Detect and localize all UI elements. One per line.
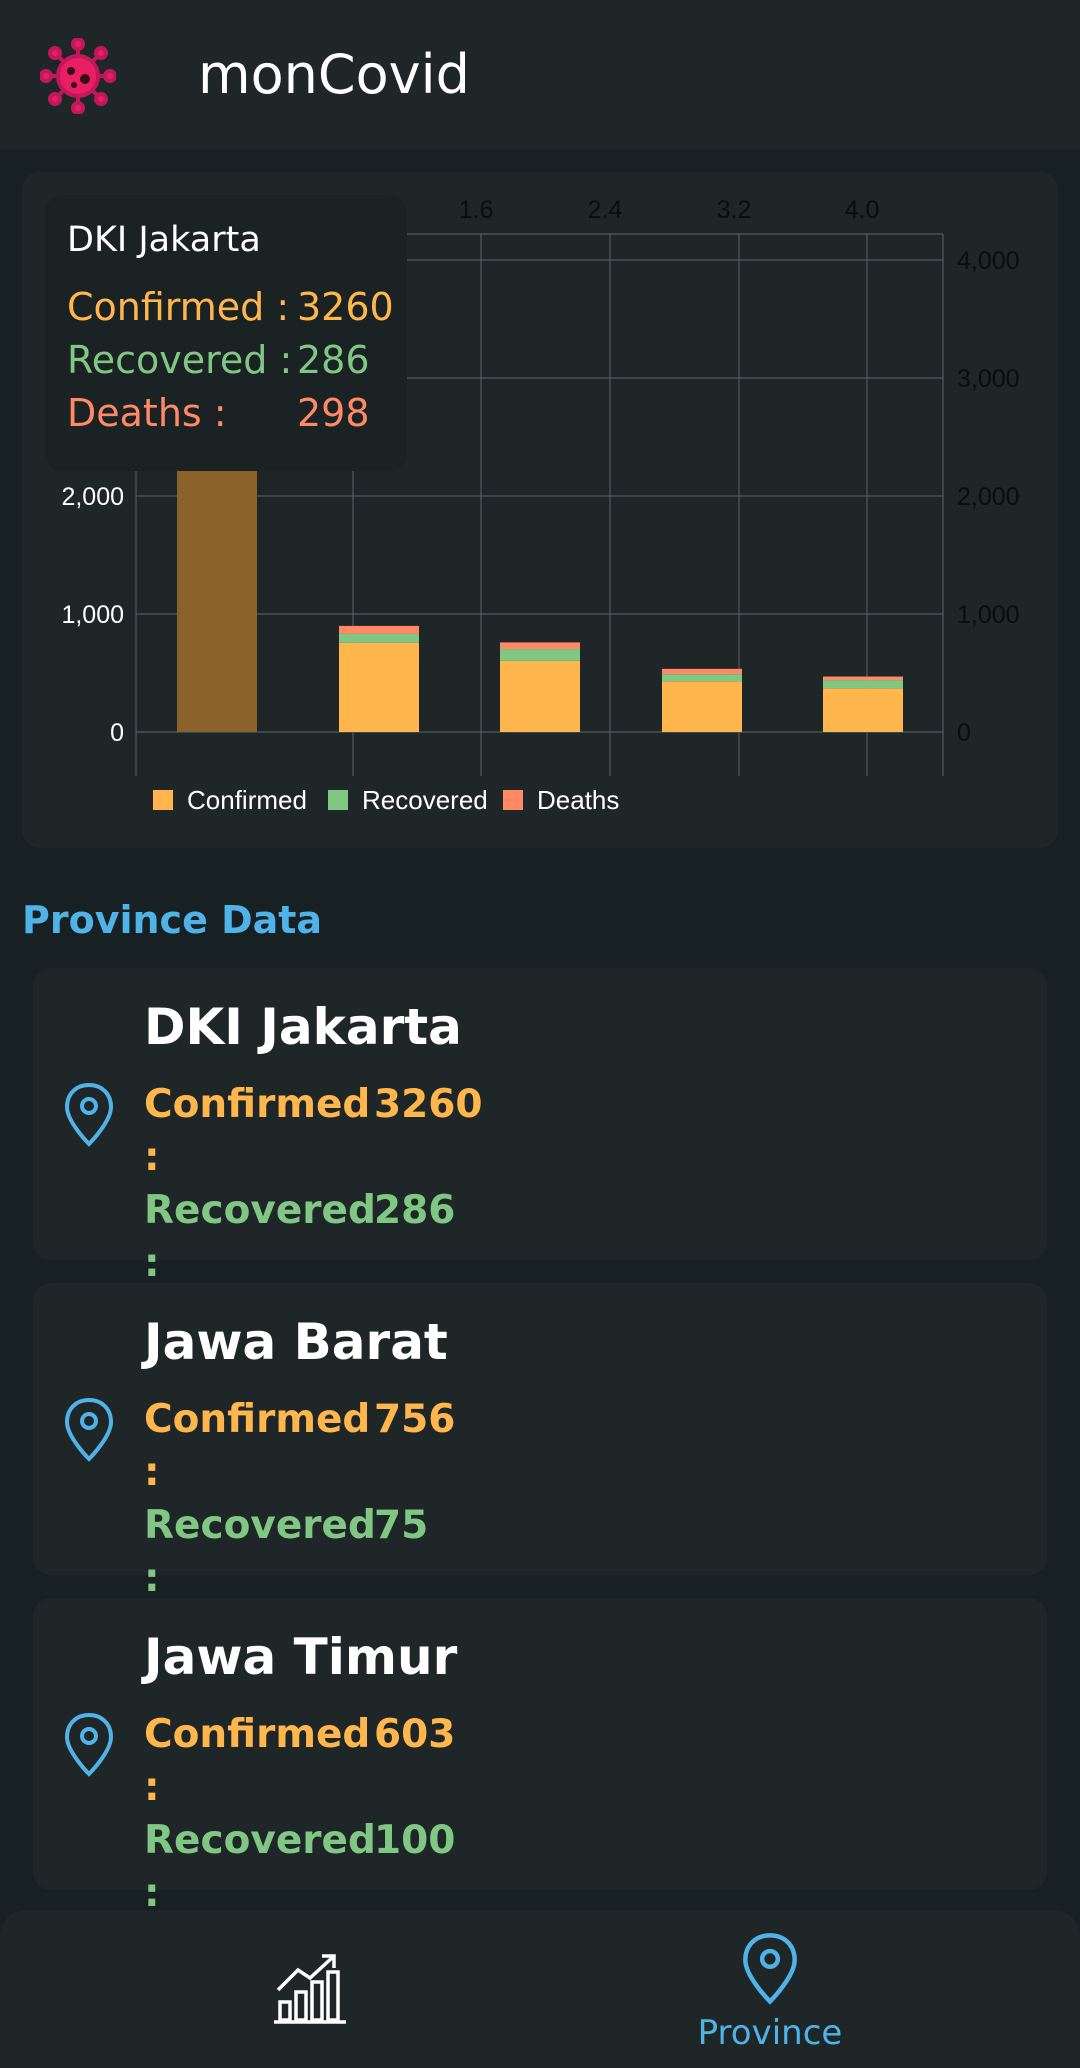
bottom-navigation: Province (0, 1910, 1080, 2068)
bar-confirmed (500, 660, 580, 732)
confirmed-row: Confirmed :3260 (144, 1078, 483, 1184)
confirmed-value: 3260 (297, 285, 394, 329)
bar-recovered (500, 649, 580, 661)
y-tick-label-right: 0 (957, 719, 971, 747)
legend-label: Confirmed (187, 785, 307, 815)
confirmed-value: 3260 (374, 1082, 483, 1127)
legend-swatch (328, 790, 348, 810)
nav-stats[interactable] (270, 1910, 350, 2068)
y-tick-label-right: 4,000 (957, 247, 1020, 275)
recovered-value: 75 (374, 1503, 429, 1548)
province-card[interactable]: DKI Jakarta Confirmed :3260 Recovered :286… (33, 968, 1047, 1339)
confirmed-label: Confirmed : (144, 1082, 371, 1180)
y-tick-label-left: 2,000 (61, 483, 124, 511)
chart-growth-icon (274, 1954, 346, 2024)
confirmed-label: Confirmed : (67, 285, 290, 329)
recovered-label: Recovered : (144, 1188, 376, 1286)
y-tick-label-left: 1,000 (61, 601, 124, 629)
legend-label: Deaths (537, 785, 619, 815)
confirmed-value: 756 (374, 1397, 456, 1442)
bar-confirmed (662, 681, 742, 732)
y-tick-label-right: 2,000 (957, 483, 1020, 511)
location-pin-icon (64, 1397, 114, 1462)
confirmed-row: Confirmed :603 (144, 1708, 455, 1814)
bar-deaths (339, 625, 419, 634)
nav-province-label: Province (697, 2013, 843, 2053)
province-name: DKI Jakarta (144, 998, 462, 1056)
chart-card[interactable]: 01,0002,0003,0004,00001,0002,0003,0004,0… (22, 172, 1058, 848)
recovered-value: 286 (374, 1188, 456, 1233)
confirmed-row: Confirmed :756 (144, 1393, 455, 1499)
province-name: Jawa Barat (144, 1313, 448, 1371)
section-title: Province Data (22, 898, 323, 942)
y-tick-label-right: 1,000 (957, 601, 1020, 629)
recovered-row: Recovered :286 (144, 1184, 483, 1290)
bar-recovered (662, 674, 742, 682)
location-pin-icon (743, 1933, 797, 2005)
legend-swatch (503, 790, 523, 810)
bar-recovered (823, 680, 903, 689)
legend-label: Recovered (362, 785, 488, 815)
bar-confirmed (339, 642, 419, 732)
bar-deaths (823, 676, 903, 681)
recovered-label: Recovered : (144, 1503, 376, 1601)
app-bar: monCovid (0, 0, 1080, 150)
bar-deaths (662, 668, 742, 675)
x-tick-label-top: 3.2 (717, 196, 752, 224)
x-tick-label-top: 2.4 (588, 196, 623, 224)
legend-swatch (153, 790, 173, 810)
y-tick-label-right: 3,000 (957, 365, 1020, 393)
recovered-value: 100 (374, 1818, 456, 1863)
deaths-value: 298 (297, 391, 370, 435)
chart-tooltip: DKI Jakarta Confirmed : 3260 Recovered :… (45, 195, 407, 471)
confirmed-label: Confirmed : (144, 1397, 371, 1495)
location-pin-icon (64, 1712, 114, 1777)
location-pin-icon (64, 1082, 114, 1147)
province-name: Jawa Timur (144, 1628, 458, 1686)
recovered-value: 286 (297, 338, 370, 382)
recovered-row: Recovered :100 (144, 1814, 455, 1920)
confirmed-value: 603 (374, 1712, 456, 1757)
x-tick-label-top: 4.0 (845, 196, 880, 224)
recovered-row: Recovered :75 (144, 1499, 455, 1605)
tooltip-deaths-row: Deaths : 298 (67, 387, 407, 440)
y-tick-label-left: 0 (110, 719, 124, 747)
bar-confirmed (823, 688, 903, 732)
tooltip-recovered-row: Recovered : 286 (67, 334, 407, 387)
bar-recovered (339, 633, 419, 643)
confirmed-label: Confirmed : (144, 1712, 371, 1810)
bar-deaths (500, 642, 580, 650)
deaths-label: Deaths : (67, 391, 227, 435)
virus-icon (40, 38, 116, 114)
recovered-label: Recovered : (144, 1818, 376, 1916)
nav-province[interactable]: Province (680, 1910, 860, 2068)
x-tick-label-top: 1.6 (459, 196, 494, 224)
tooltip-confirmed-row: Confirmed : 3260 (67, 281, 407, 334)
tooltip-title: DKI Jakarta (67, 220, 261, 260)
app-title: monCovid (198, 43, 470, 106)
recovered-label: Recovered : (67, 338, 293, 382)
